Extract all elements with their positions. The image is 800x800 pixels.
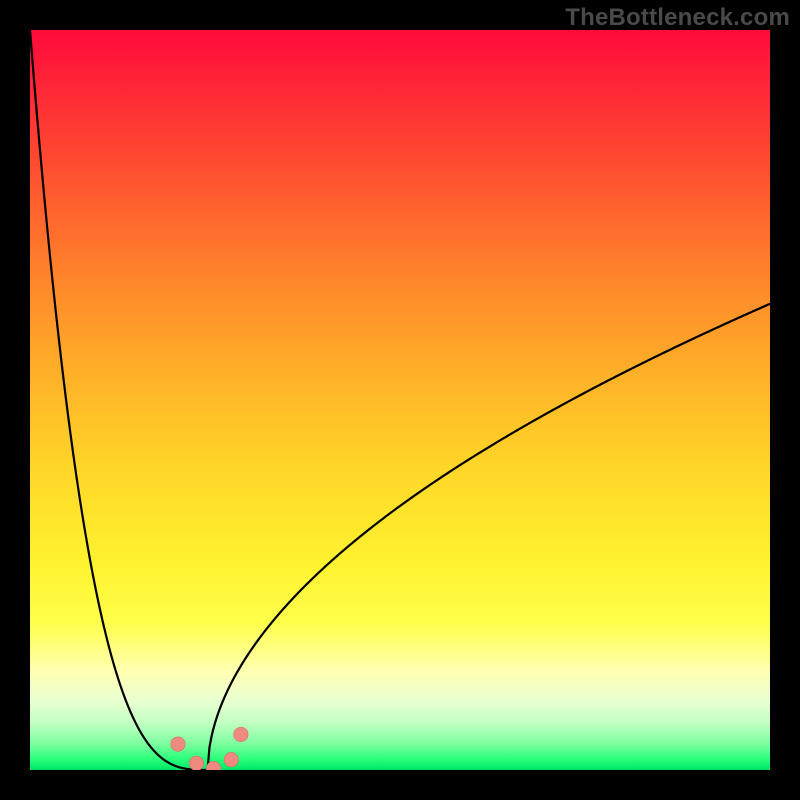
plot-area [30, 30, 770, 770]
curve-marker [234, 727, 248, 741]
gradient-background [30, 30, 770, 770]
watermark-text: TheBottleneck.com [565, 4, 790, 32]
chart-svg [30, 30, 770, 770]
curve-marker [224, 752, 238, 766]
curve-marker [189, 756, 203, 770]
curve-marker [171, 737, 185, 751]
chart-frame: TheBottleneck.com [0, 0, 800, 800]
